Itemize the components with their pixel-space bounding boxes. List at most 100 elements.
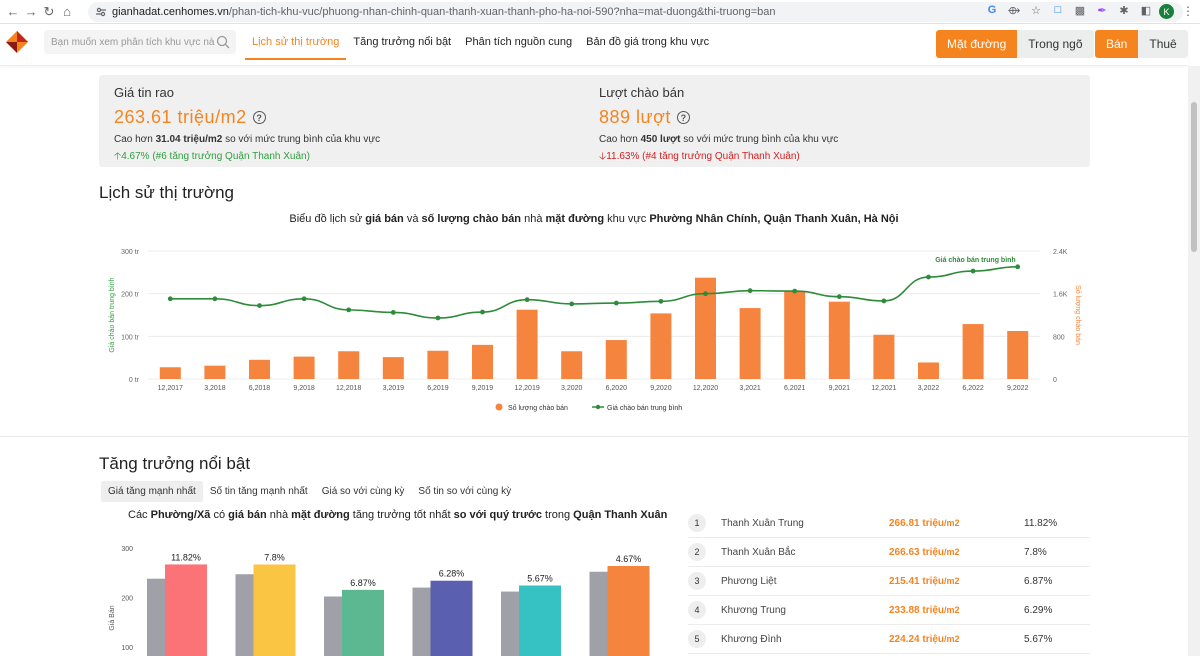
- price-compare-value: 31.04 triệu/m2: [155, 134, 223, 145]
- price-trend-pct: 4.67%: [121, 151, 150, 162]
- rank-number: 5: [688, 630, 706, 648]
- home-icon[interactable]: ⌂: [63, 4, 71, 19]
- point-avg-price: [212, 296, 218, 302]
- section-tabs: Lịch sử thị trường Tăng trưởng nổi bật P…: [245, 24, 716, 66]
- growth-percent: 6.87%: [1024, 575, 1053, 587]
- media-icon[interactable]: ▩: [1074, 4, 1086, 17]
- legend-marker-listings: [495, 403, 503, 411]
- forward-icon[interactable]: →: [24, 4, 38, 19]
- alley-option[interactable]: Trong ngõ: [1017, 30, 1094, 58]
- help-icon[interactable]: ?: [252, 111, 266, 124]
- y-axis-tick: 100: [121, 645, 133, 652]
- subtitle-bold: so với quý trước: [453, 509, 542, 521]
- page-scrollbar[interactable]: [1188, 66, 1200, 656]
- back-icon[interactable]: ←: [6, 4, 20, 19]
- google-icon[interactable]: G: [987, 4, 997, 16]
- ranking-row[interactable]: 3 Phương Liệt 215.41 triệu/m2 6.87%: [688, 567, 1090, 596]
- tab-listing-yoy[interactable]: Số tin so với cùng kỳ: [418, 486, 512, 497]
- subtitle-bold: mặt đường: [291, 509, 350, 521]
- ranking-row[interactable]: 5 Khương Đình 224.24 triệu/m2 5.67%: [688, 625, 1090, 654]
- title-part: Biểu đồ lịch sử: [289, 213, 366, 225]
- rank-number: 4: [688, 601, 706, 619]
- legend-label-price: Giá chào bán trung bình: [607, 405, 682, 412]
- url-path: /phan-tich-khu-vuc/phuong-nhan-chinh-qua…: [228, 6, 776, 18]
- search-input[interactable]: [51, 36, 216, 48]
- reload-icon[interactable]: ↻: [43, 3, 55, 19]
- x-axis-tick: 9,2021: [829, 385, 851, 392]
- cenhomes-logo-icon[interactable]: [6, 31, 28, 53]
- left-axis-tick: 200 tr: [121, 292, 140, 299]
- ward-price: 266.63 triệu/m2: [889, 546, 960, 558]
- bar-growth-label: 4.67%: [616, 554, 642, 564]
- bar-listings: [561, 351, 583, 379]
- point-avg-price: [881, 298, 887, 304]
- bar-growth-label: 5.67%: [527, 574, 553, 584]
- bar-listings: [918, 362, 939, 379]
- street-front-option[interactable]: Mặt đường: [936, 30, 1018, 58]
- tab-price-map[interactable]: Bản đồ giá trong khu vực: [586, 36, 710, 48]
- tab-notable-growth[interactable]: Tăng trưởng nổi bật: [353, 36, 452, 48]
- pen-icon[interactable]: ✒: [1097, 4, 1107, 17]
- price-trend: 🡡4.67% (#6 tăng trưởng Quận Thanh Xuân): [114, 149, 380, 166]
- search-icon[interactable]: [216, 35, 230, 49]
- tab-listing-growth[interactable]: Số tin tăng mạnh nhất: [209, 486, 308, 497]
- tab-price-growth[interactable]: Giá tăng mạnh nhất: [101, 481, 203, 502]
- ward-name: Thanh Xuân Bắc: [721, 546, 796, 558]
- tab-price-yoy[interactable]: Giá so với cùng kỳ: [321, 486, 405, 497]
- line-avg-price: [170, 265, 1018, 319]
- side-panel-icon[interactable]: ◧: [1140, 4, 1152, 17]
- point-avg-price: [747, 288, 753, 294]
- bar-growth-label: 6.87%: [350, 578, 376, 588]
- listings-stat-label: Lượt chào bán: [599, 85, 685, 100]
- price-compare-suffix: so với mức trung bình của khu vực: [222, 134, 381, 145]
- listings-compare-prefix: Cao hơn: [599, 134, 641, 145]
- x-axis-tick: 12,2018: [336, 385, 361, 392]
- legend-marker-price: [595, 404, 601, 410]
- area-search[interactable]: [44, 30, 236, 54]
- x-axis-tick: 3,2019: [383, 385, 405, 392]
- ranking-row[interactable]: 1 Thanh Xuân Trung 266.81 triệu/m2 11.82%: [688, 509, 1090, 538]
- market-toggle: Bán Thuê: [1095, 30, 1188, 58]
- ranking-row[interactable]: 4 Khương Trung 233.88 triệu/m2 6.29%: [688, 596, 1090, 625]
- ward-name: Khương Đình: [721, 633, 782, 645]
- point-avg-price: [435, 315, 441, 321]
- bar-listings: [873, 334, 895, 379]
- price-unit: /m2: [944, 604, 960, 615]
- url-domain: gianhadat.cenhomes.vn: [112, 6, 229, 18]
- listings-compare: Cao hơn 450 lượt so với mức trung bình c…: [599, 134, 838, 145]
- bar-listings: [249, 359, 270, 379]
- bar-listings: [1007, 331, 1029, 379]
- tab-supply-analysis[interactable]: Phân tích nguồn cung: [465, 36, 573, 48]
- y-axis-title: Giá Bán: [109, 605, 116, 630]
- tab-market-history[interactable]: Lịch sử thị trường: [245, 24, 347, 60]
- bar-listings: [784, 291, 806, 379]
- rent-option[interactable]: Thuê: [1138, 30, 1188, 58]
- scrollbar-thumb[interactable]: [1191, 102, 1197, 252]
- left-axis-tick: 300 tr: [121, 249, 140, 256]
- x-axis-tick: 6,2019: [427, 385, 449, 392]
- translate-icon[interactable]: □: [1054, 4, 1062, 16]
- share-icon[interactable]: ⟴: [1007, 4, 1021, 17]
- sell-option[interactable]: Bán: [1095, 30, 1139, 58]
- growth-chart: 100 200 300 Giá Bán 11.82% 7.8% 6.87% 6.28% 5.67…: [109, 546, 650, 656]
- x-axis-tick: 9,2020: [650, 385, 672, 392]
- title-bold: số lượng chào bán: [421, 213, 522, 225]
- address-bar[interactable]: gianhadat.cenhomes.vn/phan-tich-khu-vuc/…: [88, 2, 1183, 22]
- section-divider: [0, 436, 1188, 437]
- menu-kebab-icon[interactable]: ⋮: [1182, 4, 1194, 18]
- help-icon[interactable]: ?: [676, 111, 690, 124]
- x-axis-tick: 3,2018: [204, 385, 226, 392]
- ward-price: 266.81 triệu/m2: [889, 517, 960, 529]
- x-axis-tick: 3,2020: [561, 385, 583, 392]
- profile-avatar[interactable]: K: [1159, 4, 1174, 19]
- bar-growth-label: 6.28%: [439, 569, 465, 579]
- extensions-icon[interactable]: ✱: [1119, 4, 1129, 17]
- legend-label-listings: Số lượng chào bán: [508, 403, 568, 412]
- bar-previous-quarter: [412, 587, 433, 656]
- listings-stat: Lượt chào bán 889 lượt? Cao hơn 450 lượt…: [599, 85, 838, 166]
- bar-previous-quarter: [501, 591, 521, 656]
- ranking-row[interactable]: 2 Thanh Xuân Bắc 266.63 triệu/m2 7.8%: [688, 538, 1090, 567]
- site-info-icon[interactable]: [96, 7, 106, 17]
- bookmark-star-icon[interactable]: ☆: [1031, 4, 1041, 17]
- left-axis-title: Giá chào bán trung bình: [109, 277, 116, 352]
